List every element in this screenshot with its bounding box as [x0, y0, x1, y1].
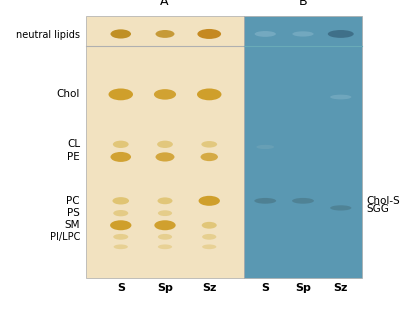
Text: Sp: Sp: [157, 283, 173, 293]
Ellipse shape: [198, 196, 220, 206]
Text: S: S: [117, 283, 125, 293]
Text: SGG: SGG: [366, 205, 389, 215]
Ellipse shape: [156, 152, 174, 161]
Text: PI/LPC: PI/LPC: [50, 232, 80, 242]
Ellipse shape: [158, 244, 172, 249]
Ellipse shape: [113, 234, 128, 240]
Ellipse shape: [200, 153, 218, 161]
Ellipse shape: [154, 220, 176, 230]
Ellipse shape: [292, 31, 314, 37]
Text: PC: PC: [66, 196, 80, 206]
Ellipse shape: [197, 88, 222, 100]
Text: PS: PS: [67, 208, 80, 218]
Text: Sz: Sz: [334, 283, 348, 293]
Ellipse shape: [157, 141, 173, 148]
Ellipse shape: [113, 210, 128, 216]
Ellipse shape: [110, 29, 131, 39]
Text: S: S: [261, 283, 269, 293]
Ellipse shape: [328, 30, 354, 38]
Text: PE: PE: [67, 152, 80, 162]
Ellipse shape: [330, 205, 351, 211]
Text: Sz: Sz: [202, 283, 216, 293]
Ellipse shape: [108, 88, 133, 100]
Ellipse shape: [202, 244, 216, 249]
Ellipse shape: [292, 198, 314, 204]
Bar: [86, 16, 244, 278]
Text: neutral lipids: neutral lipids: [16, 30, 80, 40]
Ellipse shape: [197, 29, 221, 39]
Ellipse shape: [158, 210, 172, 216]
Text: SM: SM: [64, 220, 80, 230]
Text: B: B: [299, 0, 308, 8]
Text: Chol: Chol: [57, 89, 80, 100]
Ellipse shape: [202, 234, 216, 240]
Ellipse shape: [254, 198, 276, 204]
Text: A: A: [160, 0, 168, 8]
Bar: [244, 16, 362, 278]
Ellipse shape: [201, 141, 217, 148]
Ellipse shape: [158, 234, 172, 240]
Text: Sp: Sp: [295, 283, 311, 293]
Ellipse shape: [113, 141, 129, 148]
Ellipse shape: [256, 145, 274, 149]
Text: Chol-S: Chol-S: [366, 196, 400, 206]
Ellipse shape: [156, 30, 174, 38]
Ellipse shape: [158, 197, 172, 204]
Ellipse shape: [110, 152, 131, 162]
Ellipse shape: [110, 220, 132, 230]
Ellipse shape: [255, 31, 276, 37]
Ellipse shape: [154, 89, 176, 100]
Ellipse shape: [114, 244, 128, 249]
Text: CL: CL: [67, 139, 80, 149]
Ellipse shape: [202, 222, 217, 229]
Ellipse shape: [330, 95, 351, 100]
Ellipse shape: [112, 197, 129, 205]
